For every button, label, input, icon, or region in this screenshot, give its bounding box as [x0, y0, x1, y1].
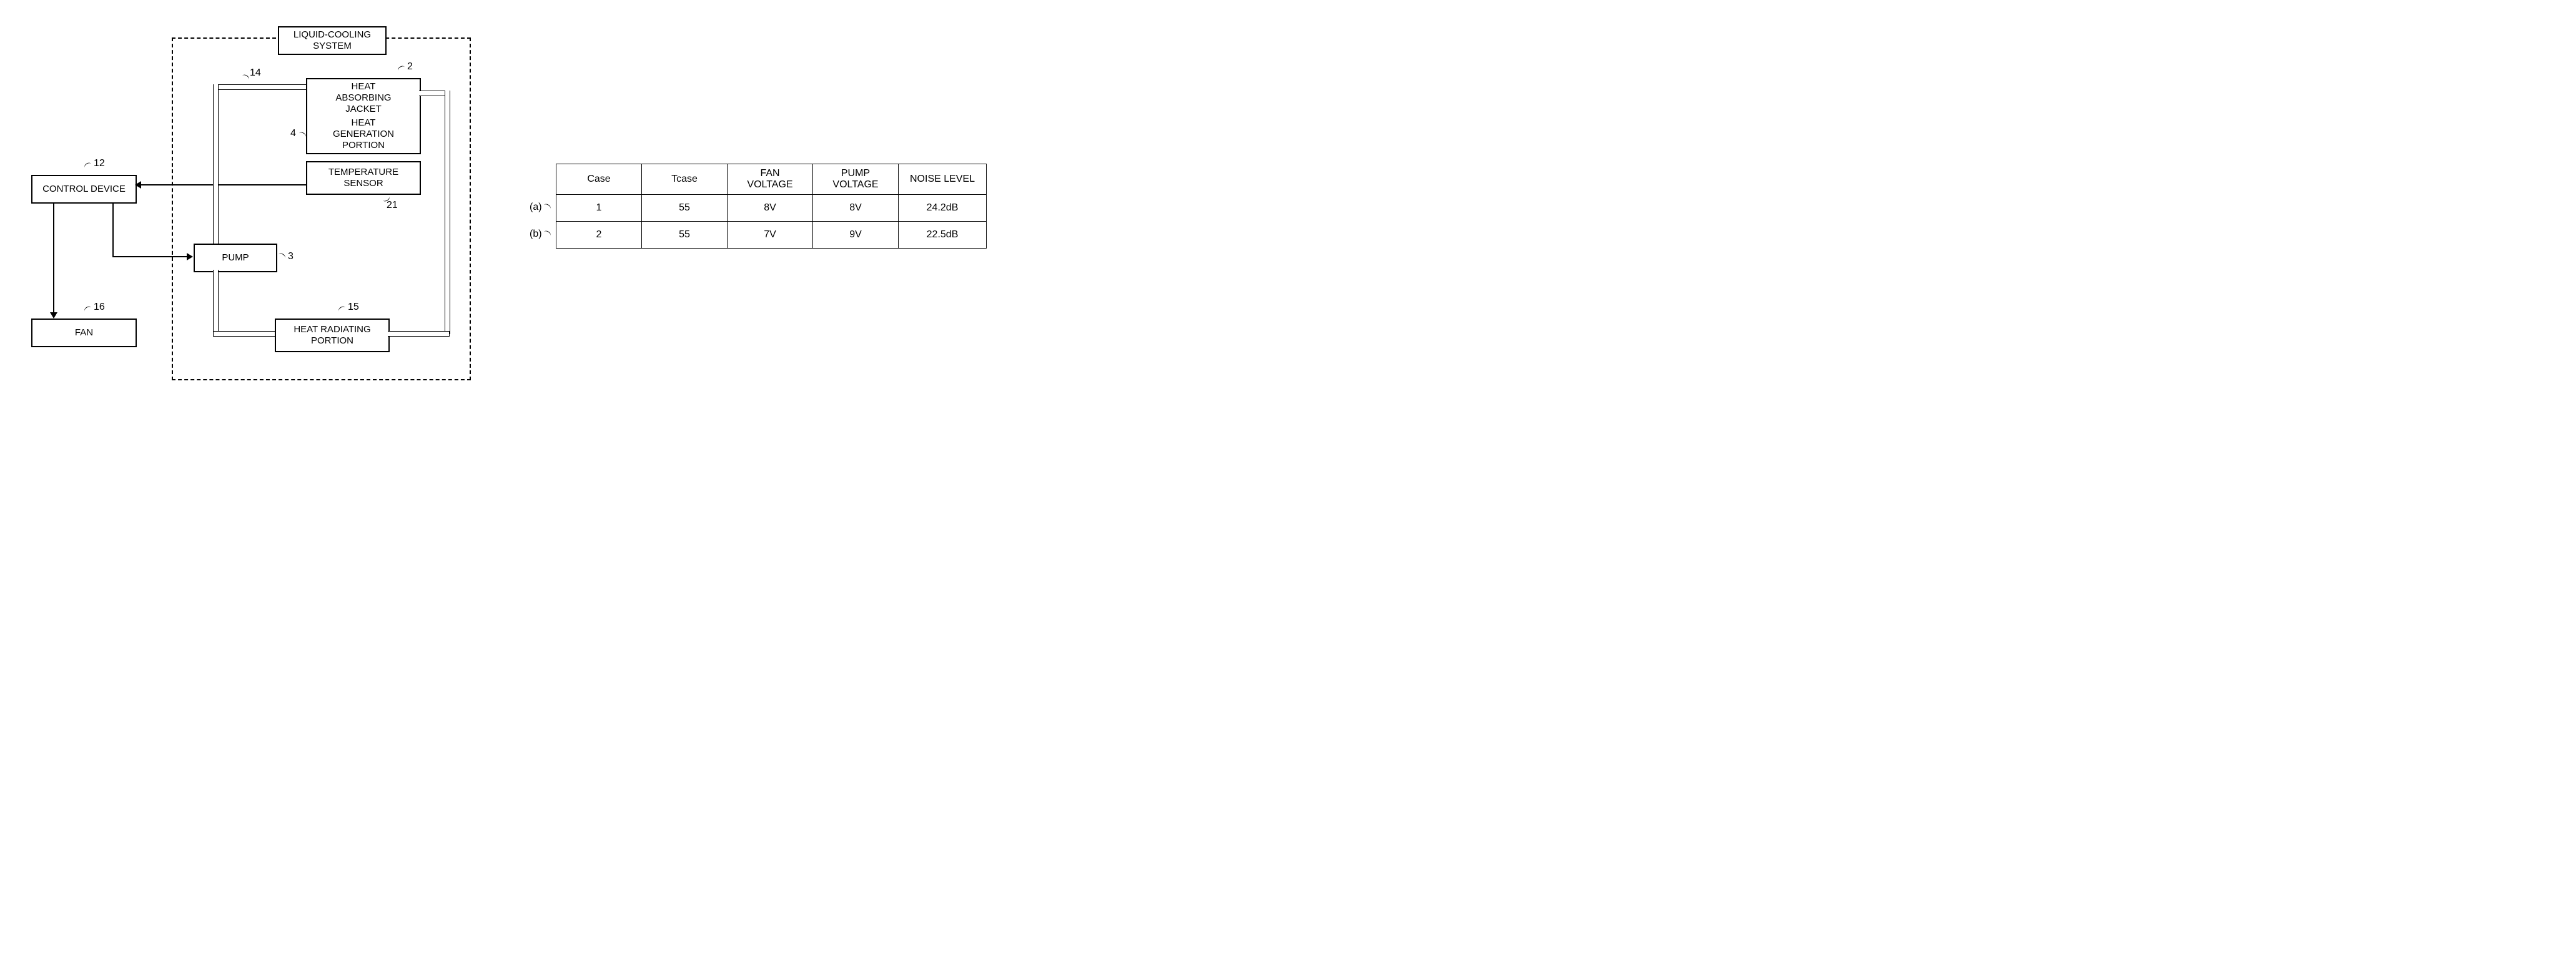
- table-row: 1558V8V24.2dB: [556, 195, 987, 222]
- th-fan-voltage: FAN VOLTAGE: [728, 164, 813, 195]
- voltage-noise-table: Case Tcase FAN VOLTAGE PUMP VOLTAGE NOIS…: [556, 164, 987, 249]
- row-label: (b): [530, 229, 551, 240]
- pipe-right-bottom-h: [388, 331, 450, 337]
- arrow-head-fan: [50, 312, 57, 319]
- control-device-box: CONTROL DEVICE: [31, 175, 137, 204]
- table-cell: 24.2dB: [899, 195, 987, 222]
- pipe-bottom-h: [213, 331, 275, 337]
- ref-4: 4: [290, 128, 296, 139]
- data-table-container: Case Tcase FAN VOLTAGE PUMP VOLTAGE NOIS…: [556, 164, 987, 249]
- th-pump-voltage: PUMP VOLTAGE: [813, 164, 899, 195]
- table-cell: 55: [642, 222, 728, 249]
- pipe-pump-down-v: [213, 270, 219, 332]
- ref-16: 16: [94, 302, 105, 313]
- arrow-control-to-pump-v: [112, 202, 114, 257]
- th-noise-level: NOISE LEVEL: [899, 164, 987, 195]
- pump-box: PUMP: [194, 244, 277, 272]
- liquid-cooling-diagram: LIQUID-COOLING SYSTEM CONTROL DEVICE 12 …: [31, 31, 481, 381]
- table-cell: 2: [556, 222, 642, 249]
- heat-absorbing-jacket-box: HEAT ABSORBING JACKET: [306, 78, 421, 118]
- table-cell: 1: [556, 195, 642, 222]
- table-row: 2557V9V22.5dB: [556, 222, 987, 249]
- arrow-sensor-to-control: [141, 184, 306, 185]
- temperature-sensor-box: TEMPERATURE SENSOR: [306, 161, 421, 195]
- arrow-head-pump: [187, 253, 193, 260]
- row-label: (a): [530, 202, 551, 213]
- arrow-control-to-fan: [53, 202, 54, 315]
- ref-curve-16: [84, 305, 93, 314]
- system-title: LIQUID-COOLING SYSTEM: [278, 26, 387, 55]
- ref-14: 14: [250, 67, 261, 79]
- pipe-right-v: [445, 91, 450, 334]
- table-cell: 22.5dB: [899, 222, 987, 249]
- arrow-head-control: [135, 181, 141, 189]
- th-tcase: Tcase: [642, 164, 728, 195]
- ref-15: 15: [348, 302, 359, 313]
- table-cell: 7V: [728, 222, 813, 249]
- pipe-left-v: [213, 84, 219, 244]
- th-case: Case: [556, 164, 642, 195]
- fan-box: FAN: [31, 319, 137, 347]
- ref-21: 21: [387, 200, 398, 211]
- table-cell: 8V: [728, 195, 813, 222]
- pipe-top-h: [213, 84, 306, 90]
- table-cell: 8V: [813, 195, 899, 222]
- ref-3: 3: [288, 251, 294, 262]
- heat-generation-portion-box: HEAT GENERATION PORTION: [306, 116, 421, 154]
- ref-12: 12: [94, 158, 105, 169]
- arrow-control-to-pump-h: [112, 256, 187, 257]
- heat-radiating-portion-box: HEAT RADIATING PORTION: [275, 319, 390, 352]
- ref-curve-12: [84, 162, 93, 170]
- ref-2: 2: [407, 61, 413, 72]
- table-cell: 55: [642, 195, 728, 222]
- table-cell: 9V: [813, 222, 899, 249]
